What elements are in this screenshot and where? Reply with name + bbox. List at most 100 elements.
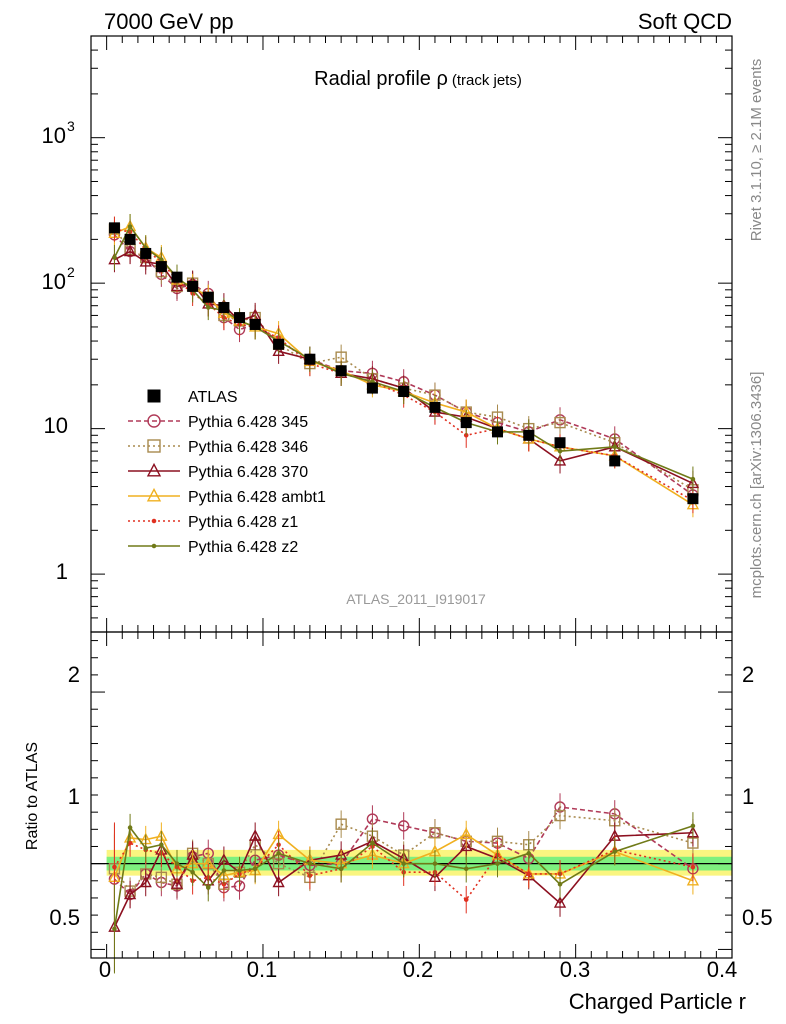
data-point: [221, 868, 227, 873]
data-point: [123, 244, 137, 257]
data-point: [127, 224, 133, 229]
series-line: [113, 234, 694, 496]
data-point: [370, 840, 375, 846]
main-y-tick-label: 10: [44, 413, 68, 438]
data-point: [553, 453, 567, 466]
main-y-tick-exponent: 3: [67, 118, 75, 134]
data-point: [248, 829, 262, 841]
data-point: [526, 871, 532, 877]
data-point: [460, 827, 473, 840]
data-point: [397, 820, 410, 832]
legend-marker: [147, 439, 161, 453]
atlas-point: [523, 429, 535, 441]
data-point: [554, 809, 566, 822]
data-point: [112, 864, 117, 870]
data-point: [690, 823, 696, 829]
legend-entry: Pythia 6.428 345: [128, 414, 308, 431]
ratio-ticks: [91, 632, 733, 958]
ratio-frame: [90, 631, 733, 959]
data-point: [401, 861, 406, 866]
ratio-y-tick-label-right: 1: [742, 784, 754, 809]
legend-entry: Pythia 6.428 ambt1: [128, 487, 326, 506]
atlas-point: [171, 271, 183, 283]
ratio-y-tick-label-right: 2: [742, 662, 754, 687]
legend-entry: Pythia 6.428 z2: [128, 539, 298, 556]
series-line: [113, 842, 694, 901]
data-point: [338, 866, 344, 872]
series-line: [114, 225, 694, 506]
atlas-point: [187, 280, 199, 292]
x-tick-label: 0.2: [403, 957, 434, 982]
series-line: [113, 806, 694, 896]
data-point: [174, 861, 180, 866]
data-point: [690, 476, 696, 482]
data-point: [460, 839, 473, 852]
legend-label: Pythia 6.428 z2: [188, 539, 298, 556]
atlas-point: [460, 417, 472, 429]
main-y-tick-label: 1: [56, 559, 68, 584]
ratio-y-tick-label-right: 0.5: [742, 905, 773, 930]
header-left: 7000 GeV pp: [104, 9, 234, 34]
ratio-series-6: [112, 812, 696, 974]
data-point: [557, 881, 563, 887]
analysis-id: ATLAS_2011_I919017: [346, 591, 486, 607]
x-tick-label: 0.4: [707, 957, 738, 982]
data-point: [159, 257, 164, 262]
data-point: [139, 875, 152, 888]
main-y-tick-labels: 1 10 10 2 10 3: [42, 118, 75, 584]
main-subtitle-text: (track jets): [452, 72, 522, 89]
main-y-tick-label: 10: [42, 269, 66, 294]
legend-label: Pythia 6.428 345: [188, 414, 308, 431]
series-line: [113, 225, 694, 480]
data-point: [205, 305, 211, 310]
legend-label: Pythia 6.428 z1: [188, 514, 298, 531]
legend-marker: [151, 543, 157, 549]
atlas-point: [140, 247, 152, 259]
data-point: [495, 861, 500, 866]
data-point: [112, 926, 117, 932]
series-line: [113, 825, 694, 929]
legend-entry: Pythia 6.428 346: [128, 439, 308, 456]
data-point: [553, 896, 567, 908]
series-line: [114, 228, 694, 502]
data-point: [112, 255, 117, 260]
x-axis-label: Charged Particle r: [569, 989, 746, 1014]
ratio-plot: 0.5 1 2 0.5 1 2 0 0.1 0.2 0.3 0.4 Ratio …: [24, 631, 773, 1014]
legend-marker: [151, 518, 157, 524]
legend: ATLAS Pythia 6.428 345 Pythia 6.428 346 Pyt…: [128, 389, 326, 556]
legend-label: Pythia 6.428 346: [188, 439, 308, 456]
ratio-series: [108, 793, 700, 974]
main-y-tick-exponent: 2: [67, 264, 75, 280]
series-line: [113, 831, 693, 928]
atlas-point: [609, 455, 621, 467]
data-point: [686, 873, 700, 886]
data-point: [612, 849, 618, 854]
data-point: [272, 344, 285, 357]
atlas-point: [687, 493, 699, 505]
data-point: [127, 840, 133, 846]
atlas-point: [202, 291, 214, 303]
ratio-y-tick-label: 0.5: [49, 905, 80, 930]
legend-label: ATLAS: [188, 389, 238, 406]
data-point: [143, 845, 149, 851]
data-point: [557, 448, 563, 454]
ratio-y-axis-label: Ratio to ATLAS: [24, 742, 41, 850]
series-line: [113, 228, 694, 491]
data-point: [463, 866, 469, 872]
legend-label: Pythia 6.428 370: [188, 464, 308, 481]
data-point: [429, 827, 441, 839]
data-point: [276, 851, 281, 856]
legend-marker: [147, 414, 161, 428]
data-point: [190, 869, 195, 875]
mcplots-label: mcplots.cern.ch [arXiv:1306.3436]: [748, 372, 765, 599]
header-right: Soft QCD: [638, 9, 732, 34]
main-title-text: Radial profile ρ: [314, 68, 448, 90]
atlas-point: [108, 222, 120, 234]
ratio-y-tick-label: 2: [68, 662, 80, 687]
legend-label: Pythia 6.428 ambt1: [188, 489, 326, 506]
main-series: [108, 213, 700, 518]
data-point: [205, 885, 211, 890]
series-atlas: [108, 222, 699, 505]
data-point: [127, 825, 133, 830]
